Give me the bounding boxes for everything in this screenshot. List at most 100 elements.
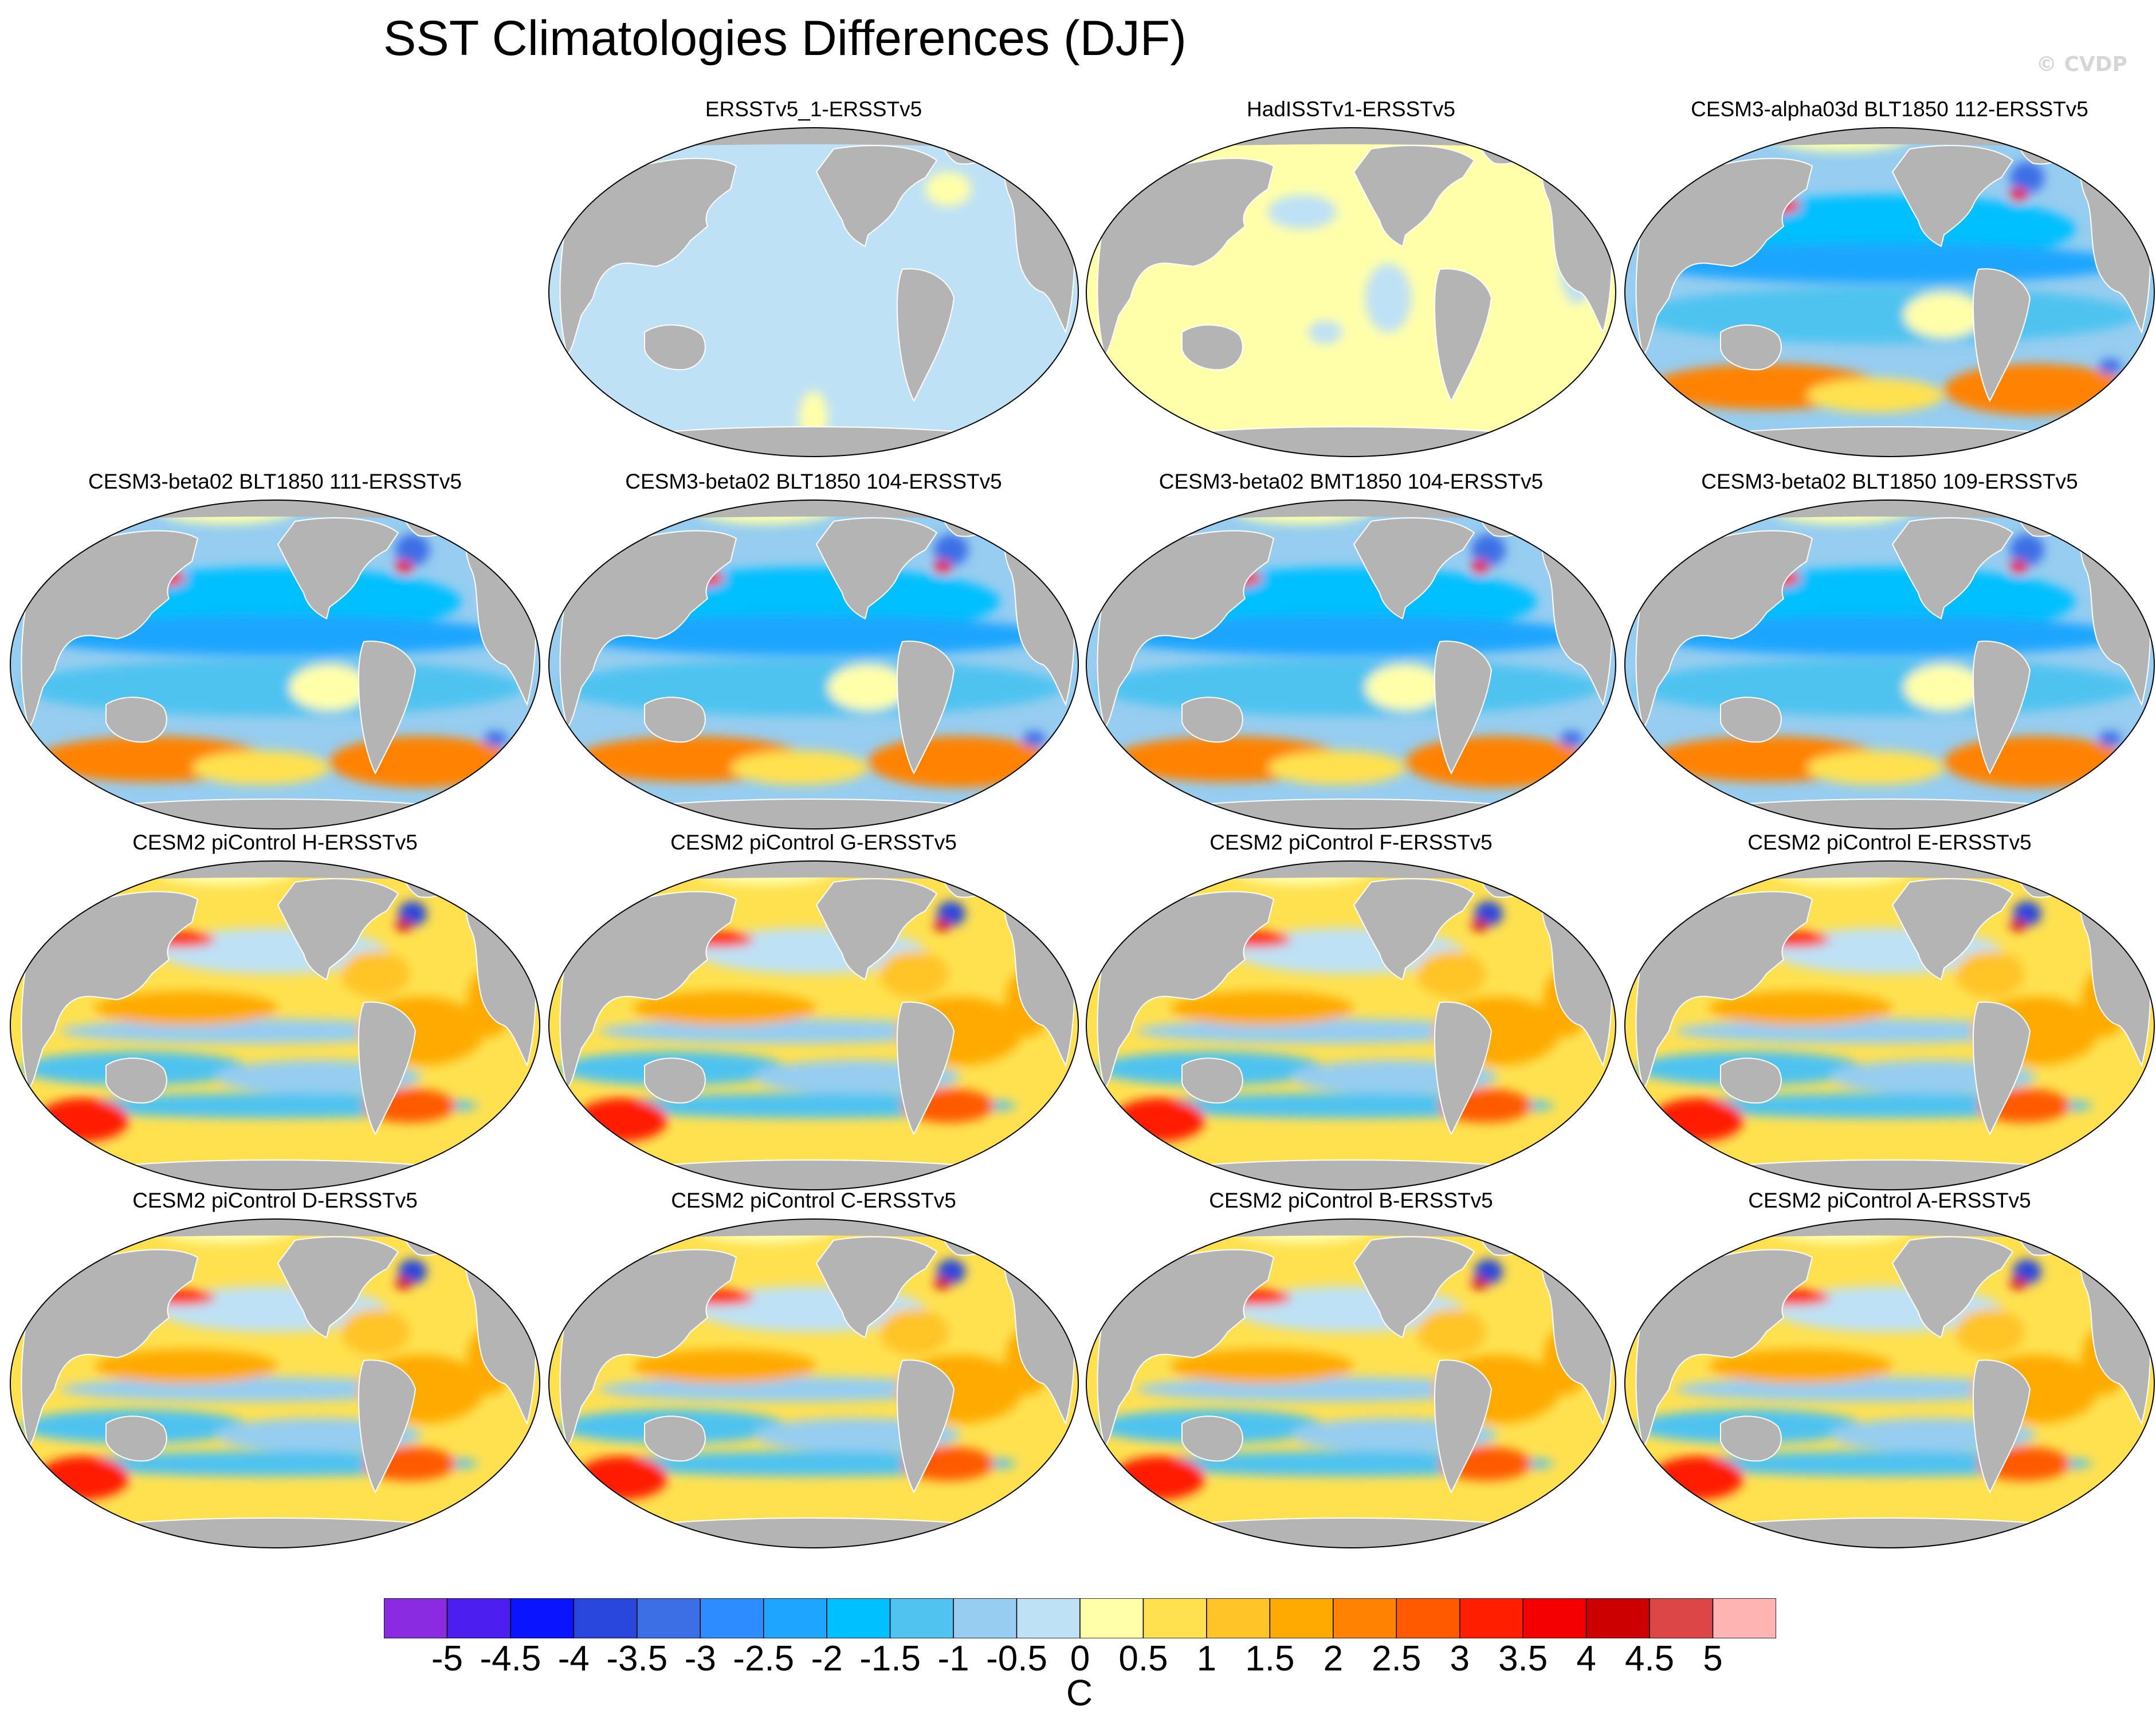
land-mass	[1181, 1057, 1243, 1104]
map-outline	[1624, 127, 2155, 457]
land-mass	[1434, 268, 1493, 403]
land-mass	[21, 1249, 199, 1448]
anomaly-blob	[599, 1019, 977, 1044]
colorbar-tick-label: 2	[1323, 1639, 1344, 1678]
colorbar-swatch	[1396, 1598, 1460, 1638]
land-mass	[896, 1359, 955, 1494]
land-mass	[1720, 324, 1782, 371]
anomaly-blob	[1658, 1223, 1726, 1246]
anomaly-blob	[20, 659, 524, 716]
anomaly-blob	[329, 736, 513, 788]
map-outline	[1086, 500, 1616, 829]
land-mass	[1181, 697, 1243, 743]
colorbar-tick-label: 3	[1450, 1639, 1470, 1678]
land-mass	[277, 878, 399, 981]
anomaly-blob	[95, 991, 278, 1025]
map-panel: CESM2 piControl C-ERSSTv5	[547, 1189, 1080, 1555]
colorbar-swatch	[1142, 1598, 1207, 1638]
colorbar-swatch	[700, 1598, 764, 1638]
colorbar-tick-label: -4.5	[480, 1639, 541, 1678]
land-mass	[633, 1517, 995, 1548]
colorbar	[384, 1598, 1776, 1638]
anomaly-blob	[879, 951, 948, 997]
anomaly-blob	[633, 991, 816, 1025]
sst-difference-map	[1624, 860, 2155, 1190]
anomaly-blob	[1675, 1019, 2053, 1044]
map-outline	[1086, 860, 1616, 1190]
anomaly-blob	[1471, 534, 1506, 566]
anomaly-blob	[934, 560, 951, 574]
land-mass	[559, 530, 737, 729]
map-outline	[10, 500, 540, 829]
sst-difference-map	[548, 860, 1079, 1190]
anomaly-blob	[1652, 1098, 1743, 1142]
sst-difference-map	[1624, 1218, 2155, 1548]
colorbar-swatch	[446, 1598, 511, 1638]
panel-title: HadISSTv1-ERSSTv5	[1247, 97, 1455, 121]
map-panel: CESM2 piControl H-ERSSTv5	[9, 831, 541, 1197]
anomaly-blob	[395, 919, 413, 931]
anomaly-blob	[341, 1309, 410, 1355]
panel-title: CESM3-beta02 BLT1850 104-ERSSTv5	[625, 470, 1002, 493]
anomaly-blob	[1308, 321, 1342, 344]
panel-title: CESM3-beta02 BMT1850 104-ERSSTv5	[1158, 470, 1544, 493]
anomaly-blob	[582, 1223, 650, 1246]
colorbar-tick-label: -0.5	[986, 1639, 1047, 1678]
anomaly-blob	[1904, 292, 1984, 338]
sst-difference-map	[10, 860, 540, 1190]
colorbar-tick-label: -3.5	[606, 1639, 668, 1678]
land-mass	[559, 1249, 737, 1448]
land-mass	[1972, 268, 2031, 403]
land-mass	[94, 799, 456, 829]
map-panel: ERSSTv5_1-ERSSTv5	[547, 97, 1080, 464]
land-mass	[1097, 158, 1275, 356]
land-mass	[1434, 640, 1493, 775]
sst-difference-map	[548, 500, 1079, 829]
land-mass	[1181, 324, 1243, 371]
anomaly-blob	[1944, 736, 2127, 788]
colorbar-swatch	[1333, 1598, 1397, 1638]
map-panel: CESM2 piControl F-ERSSTv5	[1085, 831, 1617, 1197]
land-mass	[633, 426, 995, 457]
anomaly-blob	[2010, 919, 2027, 931]
land-mass	[21, 891, 199, 1090]
panel-title: CESM2 piControl G-ERSSTv5	[670, 831, 957, 854]
anomaly-blob	[1635, 659, 2139, 716]
colorbar-tick-label: 2.5	[1372, 1639, 1421, 1678]
colorbar-swatch	[1585, 1598, 1650, 1638]
colorbar-tick-label: 4.5	[1624, 1639, 1675, 1678]
panel-title: CESM3-beta02 BLT1850 109-ERSSTv5	[1701, 470, 2078, 493]
land-mass	[1720, 1057, 1782, 1104]
anomaly-blob	[731, 750, 868, 785]
cvdp-watermark: © CVDP	[2036, 53, 2127, 76]
land-mass	[1353, 878, 1475, 981]
map-outline	[1624, 500, 2155, 829]
land-mass	[1709, 1159, 2071, 1190]
anomaly-blob	[43, 504, 112, 527]
colorbar-swatch	[1712, 1598, 1776, 1638]
anomaly-blob	[1955, 1309, 2024, 1355]
anomaly-blob	[1658, 132, 1726, 155]
anomaly-blob	[43, 865, 112, 888]
map-outline	[1624, 1218, 2155, 1548]
anomaly-blob	[1658, 504, 1726, 527]
anomaly-blob	[1365, 264, 1411, 332]
colorbar-tick-label: -1	[937, 1639, 969, 1678]
anomaly-blob	[484, 731, 507, 747]
panel-title: CESM3-beta02 BLT1850 111-ERSSTv5	[88, 470, 462, 493]
land-mass	[815, 1236, 938, 1339]
land-mass	[1709, 799, 2071, 829]
land-mass	[1097, 1249, 1275, 1448]
anomaly-blob	[1675, 1377, 2053, 1402]
map-outline	[548, 127, 1079, 457]
sst-difference-map	[548, 1218, 1079, 1548]
land-mass	[358, 1359, 417, 1494]
anomaly-blob	[1652, 1456, 1743, 1500]
panel-title: CESM2 piControl H-ERSSTv5	[132, 831, 418, 854]
anomaly-blob	[37, 1456, 129, 1500]
sst-difference-map	[1624, 500, 2155, 829]
colorbar-swatch	[1206, 1598, 1271, 1638]
land-mass	[1891, 878, 2014, 981]
panel-title: CESM2 piControl B-ERSSTv5	[1209, 1189, 1493, 1212]
land-mass	[1635, 1249, 1813, 1448]
